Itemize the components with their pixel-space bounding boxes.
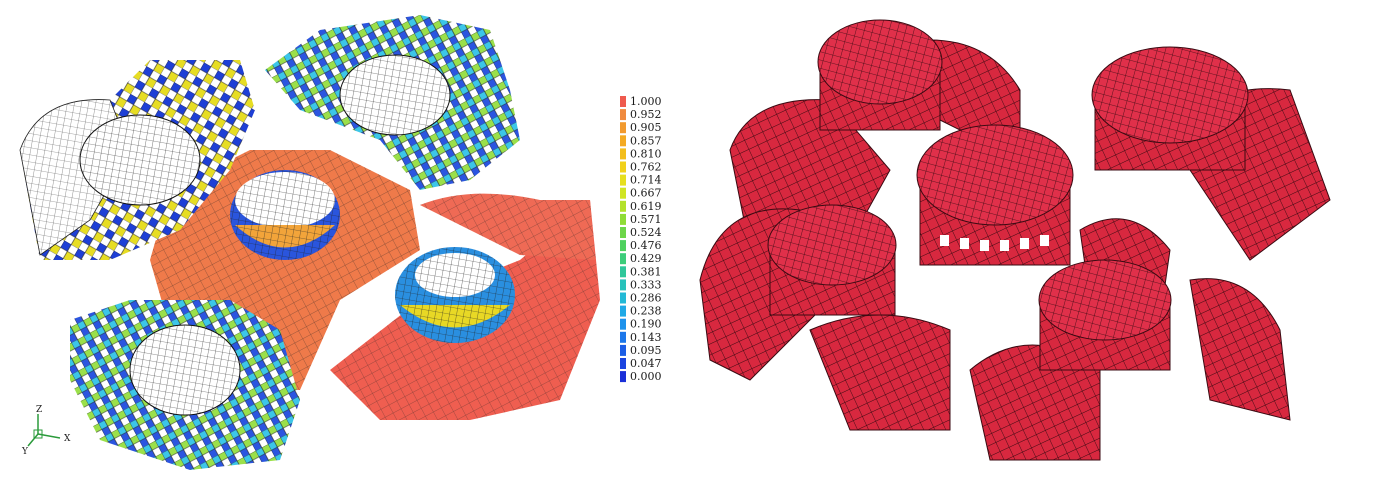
legend-swatch xyxy=(620,135,626,147)
legend-swatch xyxy=(620,96,626,107)
legend-value: 0.047 xyxy=(630,357,662,370)
mesh-dome-1 xyxy=(817,19,943,131)
axis-z-label: Z xyxy=(36,405,42,415)
legend-value: 0.667 xyxy=(630,187,662,200)
legend-swatch xyxy=(620,305,626,317)
legend-value: 0.286 xyxy=(630,292,662,305)
legend-value: 0.762 xyxy=(630,161,662,174)
legend-value: 0.571 xyxy=(630,213,662,226)
legend-swatch xyxy=(620,174,626,186)
legend-value: 0.476 xyxy=(630,239,662,252)
axis-x-label: X xyxy=(64,434,71,444)
legend-swatch xyxy=(620,344,626,356)
legend-swatch xyxy=(620,148,626,160)
legend-value: 0.524 xyxy=(630,226,662,239)
axis-triad: Z Y X xyxy=(21,405,71,457)
legend-swatch xyxy=(620,240,626,252)
axis-y-label: Y xyxy=(21,447,29,457)
legend-value: 0.810 xyxy=(630,147,662,160)
legend-swatch xyxy=(620,358,626,369)
legend-value: 0.238 xyxy=(630,305,662,318)
legend-swatch xyxy=(620,371,626,383)
damage-contour-figure: Z Y X 1.0000.9520.9050.8570.8100.7620.71… xyxy=(19,15,662,470)
legend-swatch xyxy=(620,253,626,265)
legend-swatch xyxy=(620,200,626,212)
legend-swatch xyxy=(620,161,626,173)
legend-value: 0.905 xyxy=(630,121,662,134)
legend-value: 0.190 xyxy=(630,318,662,331)
dome-right xyxy=(395,247,515,343)
legend-swatch xyxy=(620,122,626,134)
legend-swatch xyxy=(620,318,626,330)
dome-top-left xyxy=(79,114,201,206)
dome-bottom-left xyxy=(129,324,241,416)
legend-value: 0.429 xyxy=(630,252,662,265)
legend-value: 0.000 xyxy=(630,370,662,383)
legend-value: 0.952 xyxy=(630,108,662,121)
mesh-model-figure xyxy=(699,19,1331,461)
legend-value: 0.095 xyxy=(630,344,662,357)
legend-swatch xyxy=(620,227,626,238)
legend-swatch xyxy=(620,109,626,121)
legend-swatch xyxy=(620,279,626,291)
mesh-dome-5 xyxy=(1038,259,1172,371)
legend-value: 0.714 xyxy=(630,174,662,187)
damage-contour-panel: Z Y X 1.000 0.952 0.905 0.857 0.810 0.762 0.71… xyxy=(19,15,662,470)
legend-swatch xyxy=(620,331,626,343)
legend-swatch xyxy=(620,187,626,199)
mesh-model-panel xyxy=(690,0,1379,494)
mesh-dome-4 xyxy=(767,204,897,316)
legend-value: 0.857 xyxy=(630,134,662,147)
legend-value: 0.381 xyxy=(630,265,662,278)
damage-legend: 1.0000.9520.9050.8570.8100.7620.7140.667… xyxy=(620,95,662,383)
legend-swatch xyxy=(620,266,626,278)
legend-value: 0.619 xyxy=(630,200,662,213)
legend-swatch xyxy=(620,292,626,304)
legend-value: 0.143 xyxy=(630,331,662,344)
mesh-dome-3 xyxy=(916,124,1074,266)
dome-center xyxy=(230,170,340,260)
legend-value: 0.333 xyxy=(630,278,662,291)
mesh-dome-2 xyxy=(1091,46,1249,171)
dome-top-right xyxy=(339,54,451,136)
legend-swatch xyxy=(620,213,626,225)
legend-value: 1.000 xyxy=(630,95,662,108)
